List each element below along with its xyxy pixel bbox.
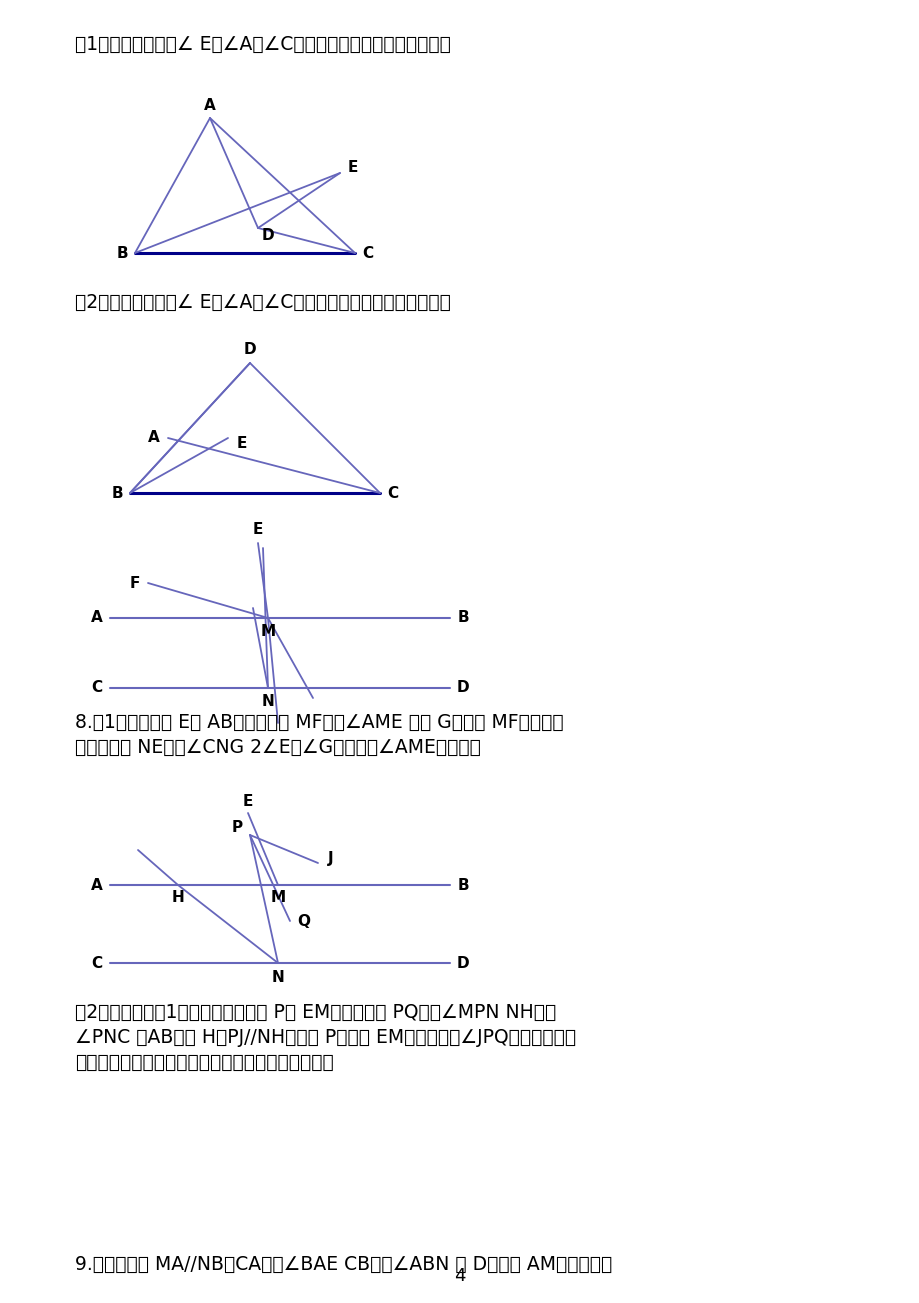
Text: N: N (271, 969, 284, 985)
Text: D: D (456, 680, 469, 696)
Text: E: E (243, 794, 253, 808)
Text: C: C (91, 955, 102, 971)
Text: （2）如图，是探究∠ E、∠A与∠C之间的数量关系，并说明理由。: （2）如图，是探究∠ E、∠A与∠C之间的数量关系，并说明理由。 (75, 293, 450, 311)
Text: 8.（1）如图，点 E是 AB上方一点， MF平分∠AME 若点 G恰好在 MF的反向延: 8.（1）如图，点 E是 AB上方一点， MF平分∠AME 若点 G恰好在 MF… (75, 713, 563, 732)
Text: M: M (270, 890, 285, 906)
Text: A: A (204, 98, 216, 112)
Text: B: B (111, 486, 122, 500)
Text: N: N (261, 694, 274, 710)
Text: H: H (172, 890, 184, 906)
Text: P: P (232, 820, 243, 834)
Text: （2）如图，在（1）的条件下，若点 P是 EM上一动点， PQ平分∠MPN NH平分: （2）如图，在（1）的条件下，若点 P是 EM上一动点， PQ平分∠MPN NH… (75, 1003, 556, 1022)
Text: E: E (347, 160, 357, 176)
Text: A: A (91, 611, 103, 625)
Text: M: M (260, 624, 276, 638)
Text: （1）如图，试探究∠ E、∠A与∠C之间的数量关系，并说明理由。: （1）如图，试探究∠ E、∠A与∠C之间的数量关系，并说明理由。 (75, 35, 450, 53)
Text: 9.如图，已知 MA//NB，CA平分∠BAE CB平分∠ABN 点 D是射线 AM上一动点，: 9.如图，已知 MA//NB，CA平分∠BAE CB平分∠ABN 点 D是射线 … (75, 1255, 611, 1274)
Text: C: C (362, 245, 373, 261)
Text: 变？若不变，求出其值；若改变，请说明你的理由。: 变？若不变，求出其值；若改变，请说明你的理由。 (75, 1053, 334, 1072)
Text: B: B (457, 877, 469, 893)
Text: F: F (130, 576, 140, 590)
Text: E: E (236, 435, 247, 451)
Text: 4: 4 (454, 1267, 465, 1285)
Text: B: B (457, 611, 469, 625)
Text: A: A (91, 877, 103, 893)
Text: C: C (91, 680, 102, 696)
Text: C: C (387, 486, 398, 500)
Text: D: D (244, 343, 256, 357)
Text: A: A (148, 430, 160, 446)
Text: 长线上，且 NE平分∠CNG 2∠E与∠G互余，求∠AME的大小。: 长线上，且 NE平分∠CNG 2∠E与∠G互余，求∠AME的大小。 (75, 737, 481, 757)
Text: ∠PNC 交AB于点 H，PJ//NH，当点 P在线段 EM上运动时，∠JPQ的度数是否改: ∠PNC 交AB于点 H，PJ//NH，当点 P在线段 EM上运动时，∠JPQ的… (75, 1028, 575, 1048)
Text: D: D (456, 955, 469, 971)
Text: E: E (253, 523, 263, 538)
Text: B: B (116, 245, 128, 261)
Text: J: J (328, 851, 334, 865)
Text: D: D (261, 228, 274, 244)
Text: Q: Q (297, 913, 311, 929)
